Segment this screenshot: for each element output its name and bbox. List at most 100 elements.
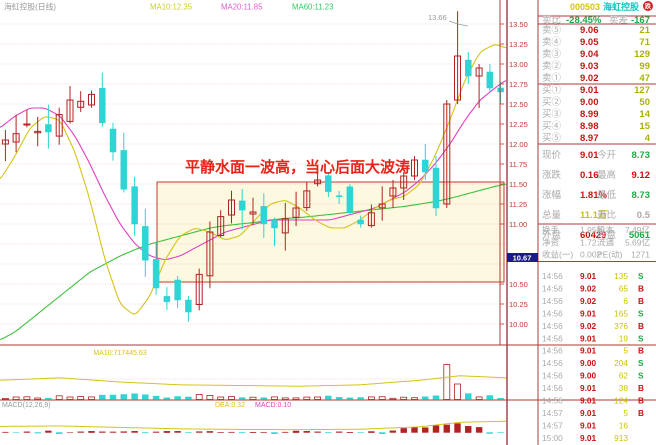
svg-text:165: 165	[614, 308, 628, 318]
svg-text:8.73: 8.73	[632, 190, 651, 201]
svg-text:B: B	[638, 396, 644, 406]
svg-text:5: 5	[623, 408, 628, 418]
svg-text:PE(动): PE(动)	[597, 250, 623, 260]
svg-text:65: 65	[619, 283, 629, 293]
svg-text:净资: 净资	[542, 237, 560, 247]
svg-text:MA10:717445.63: MA10:717445.63	[93, 350, 146, 357]
svg-text:B: B	[638, 408, 644, 418]
svg-text:12.25: 12.25	[509, 120, 528, 129]
svg-text:S: S	[638, 271, 644, 281]
svg-text:换手: 换手	[542, 225, 560, 235]
svg-text:14:56: 14:56	[542, 283, 563, 293]
svg-text:收益(一): 收益(一)	[542, 250, 573, 260]
svg-text:买②: 买②	[542, 97, 562, 108]
svg-text:7.49亿: 7.49亿	[625, 225, 650, 235]
svg-text:9.04: 9.04	[580, 49, 599, 60]
svg-text:卖⑤: 卖⑤	[542, 25, 562, 36]
svg-text:B: B	[638, 283, 644, 293]
svg-text:买③: 买③	[542, 109, 562, 120]
svg-text:跌: 跌	[645, 3, 652, 11]
svg-text:15: 15	[639, 121, 650, 132]
svg-text:B: B	[638, 346, 644, 356]
svg-text:10.00: 10.00	[509, 320, 528, 329]
svg-text:MACD(12,26,9): MACD(12,26,9)	[2, 402, 51, 409]
svg-text:最低: 最低	[597, 189, 617, 201]
svg-text:12.50: 12.50	[509, 100, 528, 109]
svg-text:10.67: 10.67	[513, 253, 532, 262]
svg-text:9.00: 9.00	[580, 97, 599, 108]
svg-text:海虹控股: 海虹控股	[603, 1, 640, 12]
svg-text:MACD:0.10: MACD:0.10	[255, 402, 291, 409]
svg-text:62: 62	[619, 371, 629, 381]
svg-text:S: S	[638, 371, 644, 381]
svg-text:14:56: 14:56	[542, 383, 563, 393]
svg-text:99: 99	[639, 61, 650, 72]
svg-text:21: 21	[639, 25, 650, 36]
svg-text:13.25: 13.25	[509, 40, 528, 49]
svg-text:9.00: 9.00	[580, 371, 597, 381]
svg-text:127: 127	[634, 85, 650, 96]
svg-text:9.01: 9.01	[580, 420, 597, 430]
svg-text:平静水面一波高，当心后面大波涛: 平静水面一波高，当心后面大波涛	[185, 158, 410, 176]
svg-text:9.06: 9.06	[580, 25, 599, 36]
svg-text:买④: 买④	[542, 121, 562, 132]
svg-text:9.02: 9.02	[580, 73, 599, 84]
svg-text:卖差: 卖差	[609, 14, 628, 26]
svg-text:913: 913	[614, 433, 628, 443]
svg-text:14:56: 14:56	[542, 321, 563, 331]
svg-text:204: 204	[614, 358, 628, 368]
svg-text:14:56: 14:56	[542, 296, 563, 306]
svg-text:9.01: 9.01	[580, 308, 597, 318]
svg-text:9.01: 9.01	[580, 271, 597, 281]
svg-text:15:00: 15:00	[542, 433, 563, 443]
svg-text:14:56: 14:56	[542, 396, 563, 406]
svg-text:16: 16	[619, 420, 629, 430]
svg-text:135: 135	[614, 271, 628, 281]
svg-text:卖④: 卖④	[542, 37, 562, 48]
svg-text:5.69亿: 5.69亿	[625, 237, 650, 247]
svg-text:10.25: 10.25	[509, 300, 528, 309]
svg-text:股本: 股本	[597, 225, 615, 235]
svg-text:14:56: 14:56	[542, 333, 563, 343]
svg-text:B: B	[638, 383, 644, 393]
svg-text:S: S	[638, 358, 644, 368]
svg-text:6: 6	[623, 296, 628, 306]
svg-text:50: 50	[639, 97, 650, 108]
svg-text:8.98: 8.98	[580, 121, 599, 132]
svg-text:14:56: 14:56	[542, 358, 563, 368]
svg-text:量比: 量比	[597, 209, 616, 221]
svg-text:11.75: 11.75	[509, 160, 527, 169]
svg-text:最高: 最高	[597, 169, 616, 181]
svg-text:13.50: 13.50	[509, 20, 528, 29]
svg-text:38: 38	[619, 383, 629, 393]
svg-text:MA10:12.35: MA10:12.35	[150, 3, 193, 12]
svg-text:卖③: 卖③	[542, 49, 562, 60]
svg-text:1271: 1271	[631, 250, 650, 260]
svg-text:9.12: 9.12	[632, 170, 651, 181]
svg-text:流通: 流通	[597, 237, 615, 247]
svg-text:14:56: 14:56	[542, 371, 563, 381]
svg-text:卖②: 卖②	[542, 61, 562, 72]
svg-text:11.25: 11.25	[509, 200, 527, 209]
svg-text:124: 124	[614, 396, 628, 406]
svg-text:10.50: 10.50	[509, 280, 528, 289]
svg-text:11.00: 11.00	[509, 220, 527, 229]
svg-text:涨跌: 涨跌	[542, 169, 562, 181]
svg-text:9.02: 9.02	[580, 296, 597, 306]
svg-text:5: 5	[623, 346, 628, 356]
svg-text:9.02: 9.02	[580, 321, 597, 331]
svg-text:9.02: 9.02	[580, 283, 597, 293]
svg-text:14:56: 14:56	[542, 308, 563, 318]
svg-text:S: S	[638, 308, 644, 318]
svg-text:B: B	[638, 321, 644, 331]
svg-text:12.75: 12.75	[509, 80, 528, 89]
svg-text:9.03: 9.03	[580, 61, 599, 72]
svg-text:S: S	[638, 333, 644, 343]
svg-text:14:57: 14:57	[542, 408, 563, 418]
svg-text:47: 47	[639, 73, 650, 84]
svg-text:B: B	[638, 296, 644, 306]
svg-text:14:56: 14:56	[542, 271, 563, 281]
svg-text:DEA:0.32: DEA:0.32	[215, 402, 245, 409]
svg-text:海虹控股(日线): 海虹控股(日线)	[4, 2, 56, 12]
svg-text:涨幅: 涨幅	[542, 189, 562, 201]
